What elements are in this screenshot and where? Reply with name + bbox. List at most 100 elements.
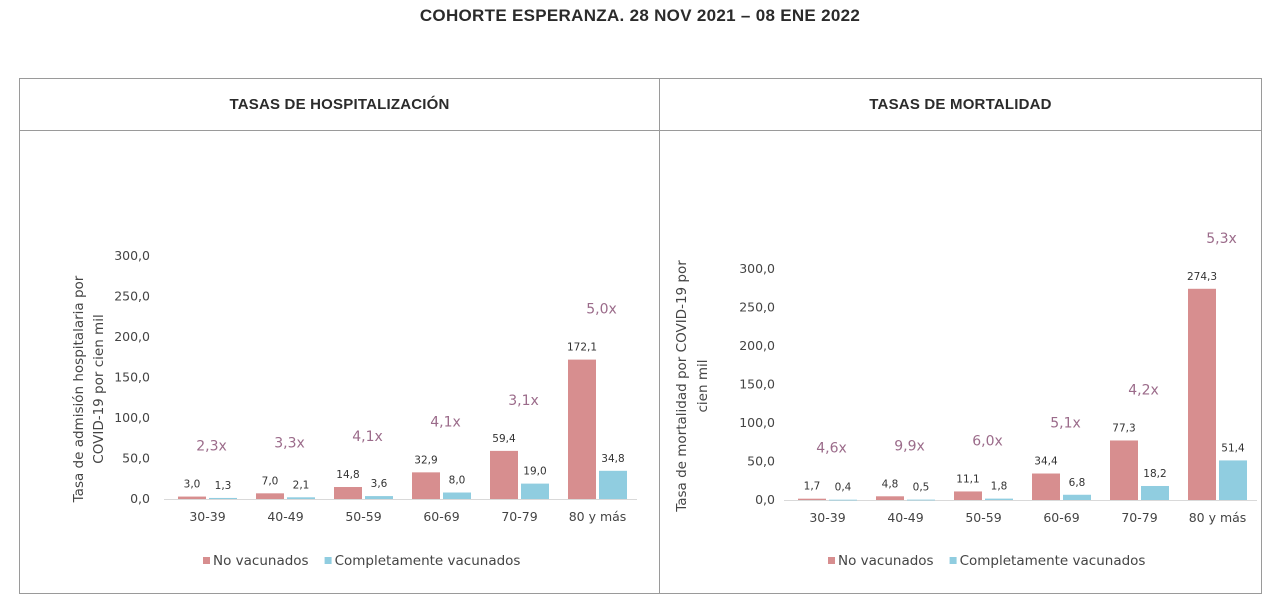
hospitalization-panel: TASAS DE HOSPITALIZACIÓN 0,0 50,0 100,0 150… — [20, 79, 660, 593]
value-label: 172,1 — [567, 342, 597, 354]
bar-completamente-vacunados — [907, 499, 935, 501]
value-label: 7,0 — [262, 475, 279, 487]
bar-no-vacunados — [798, 498, 826, 500]
y-tick-label: 200,0 — [739, 338, 775, 353]
value-label: 6,8 — [1069, 477, 1086, 489]
value-label: 34,4 — [1034, 456, 1058, 468]
hospitalization-header: TASAS DE HOSPITALIZACIÓN — [20, 79, 659, 131]
y-tick-label: 100,0 — [739, 415, 775, 430]
bar-completamente-vacunados — [1219, 460, 1247, 500]
bar-completamente-vacunados — [829, 499, 857, 501]
y-tick-label: 300,0 — [114, 248, 150, 263]
legend-swatch-no-vacunados — [203, 557, 210, 564]
y-tick-label: 200,0 — [114, 329, 150, 344]
ratio-label: 4,6x — [816, 441, 847, 457]
value-label: 19,0 — [523, 466, 546, 478]
x-category-label: 50-59 — [345, 509, 381, 524]
x-category-label: 70-79 — [501, 509, 537, 524]
bar-no-vacunados — [1110, 440, 1138, 500]
ratio-label: 3,3x — [274, 435, 305, 451]
bar-completamente-vacunados — [521, 483, 549, 499]
bar-completamente-vacunados — [985, 498, 1013, 500]
value-label: 32,9 — [414, 454, 437, 466]
value-label: 0,4 — [835, 482, 852, 494]
bar-completamente-vacunados — [443, 492, 471, 499]
mortality-panel: TASAS DE MORTALIDAD 0,0 50,0 100,0 150,0 200… — [660, 79, 1261, 593]
ratio-label: 9,9x — [894, 438, 925, 454]
y-axis-label: Tasa de admisión hospitalaria por — [71, 275, 87, 503]
ratio-label: 6,0x — [972, 433, 1003, 449]
value-label: 3,6 — [371, 478, 388, 490]
ratio-label: 4,1x — [352, 429, 383, 445]
value-label: 77,3 — [1112, 422, 1135, 434]
value-label: 1,7 — [804, 481, 821, 493]
y-tick-label: 250,0 — [739, 300, 775, 315]
y-tick-label: 50,0 — [122, 451, 150, 466]
ratio-label: 5,3x — [1206, 231, 1237, 247]
y-tick-label: 150,0 — [739, 377, 775, 392]
hospitalization-chart: 0,0 50,0 100,0 150,0 200,0 250,0 300,0 Tasa de … — [71, 248, 637, 569]
bar-no-vacunados — [334, 487, 362, 499]
ratio-label: 5,0x — [586, 302, 617, 318]
y-tick-label: 300,0 — [739, 261, 775, 276]
legend-swatch-completamente-vacunados — [949, 557, 957, 564]
x-category-label: 60-69 — [423, 509, 459, 524]
y-tick-label: 0,0 — [755, 492, 775, 507]
y-tick-label: 250,0 — [114, 289, 150, 304]
value-label: 11,1 — [956, 473, 979, 485]
bar-no-vacunados — [412, 472, 440, 499]
legend-label-no-vacunados: No vacunados — [838, 553, 934, 569]
legend-label-completamente-vacunados: Completamente vacunados — [960, 553, 1146, 569]
x-category-label: 60-69 — [1043, 510, 1079, 525]
mortality-header: TASAS DE MORTALIDAD — [660, 79, 1261, 131]
y-axis-label: COVID-19 por cien mil — [91, 314, 107, 463]
bar-no-vacunados — [1032, 473, 1060, 500]
value-label: 3,0 — [184, 479, 201, 491]
value-label: 14,8 — [336, 469, 359, 481]
bar-no-vacunados — [954, 491, 982, 500]
y-axis-label: Tasa de mortalidad por COVID-19 por — [674, 260, 690, 513]
value-label: 1,3 — [215, 480, 232, 492]
y-tick-label: 50,0 — [747, 454, 775, 469]
bar-completamente-vacunados — [1063, 494, 1091, 500]
bar-completamente-vacunados — [209, 497, 237, 499]
value-label: 1,8 — [991, 481, 1008, 493]
value-label: 0,5 — [913, 482, 930, 494]
y-tick-label: 100,0 — [114, 410, 150, 425]
x-category-label: 30-39 — [809, 510, 845, 525]
bar-no-vacunados — [1188, 288, 1216, 500]
ratio-label: 4,1x — [430, 414, 461, 430]
x-category-label: 70-79 — [1121, 510, 1157, 525]
bar-completamente-vacunados — [1141, 485, 1169, 500]
value-label: 59,4 — [492, 433, 516, 445]
value-label: 51,4 — [1221, 442, 1245, 454]
charts-frame: TASAS DE HOSPITALIZACIÓN 0,0 50,0 100,0 150… — [19, 78, 1262, 594]
value-label: 274,3 — [1187, 271, 1217, 283]
bar-no-vacunados — [876, 496, 904, 500]
x-category-label: 80 y más — [1189, 510, 1247, 525]
value-label: 4,8 — [882, 478, 899, 490]
legend-label-no-vacunados: No vacunados — [213, 553, 309, 569]
x-category-label: 40-49 — [267, 509, 303, 524]
mortality-chart: 0,0 50,0 100,0 150,0 200,0 250,0 300,0 Tasa de … — [674, 231, 1257, 569]
value-label: 8,0 — [449, 475, 466, 487]
bar-completamente-vacunados — [287, 497, 315, 499]
bar-completamente-vacunados — [599, 470, 627, 499]
bar-completamente-vacunados — [365, 496, 393, 499]
y-axis-label: cien mil — [695, 360, 711, 413]
x-category-label: 50-59 — [965, 510, 1001, 525]
value-label: 2,1 — [293, 479, 310, 491]
bar-no-vacunados — [178, 496, 206, 499]
legend-label-completamente-vacunados: Completamente vacunados — [335, 553, 521, 569]
bar-no-vacunados — [490, 450, 518, 499]
bar-no-vacunados — [256, 493, 284, 499]
legend-swatch-completamente-vacunados — [324, 557, 332, 564]
bar-no-vacunados — [568, 359, 596, 499]
x-category-label: 30-39 — [189, 509, 225, 524]
value-label: 34,8 — [601, 453, 624, 465]
ratio-label: 5,1x — [1050, 416, 1081, 432]
y-tick-label: 150,0 — [114, 370, 150, 385]
page-title: COHORTE ESPERANZA. 28 NOV 2021 – 08 ENE … — [419, 6, 861, 25]
value-label: 18,2 — [1143, 468, 1166, 480]
legend-swatch-no-vacunados — [828, 557, 835, 564]
